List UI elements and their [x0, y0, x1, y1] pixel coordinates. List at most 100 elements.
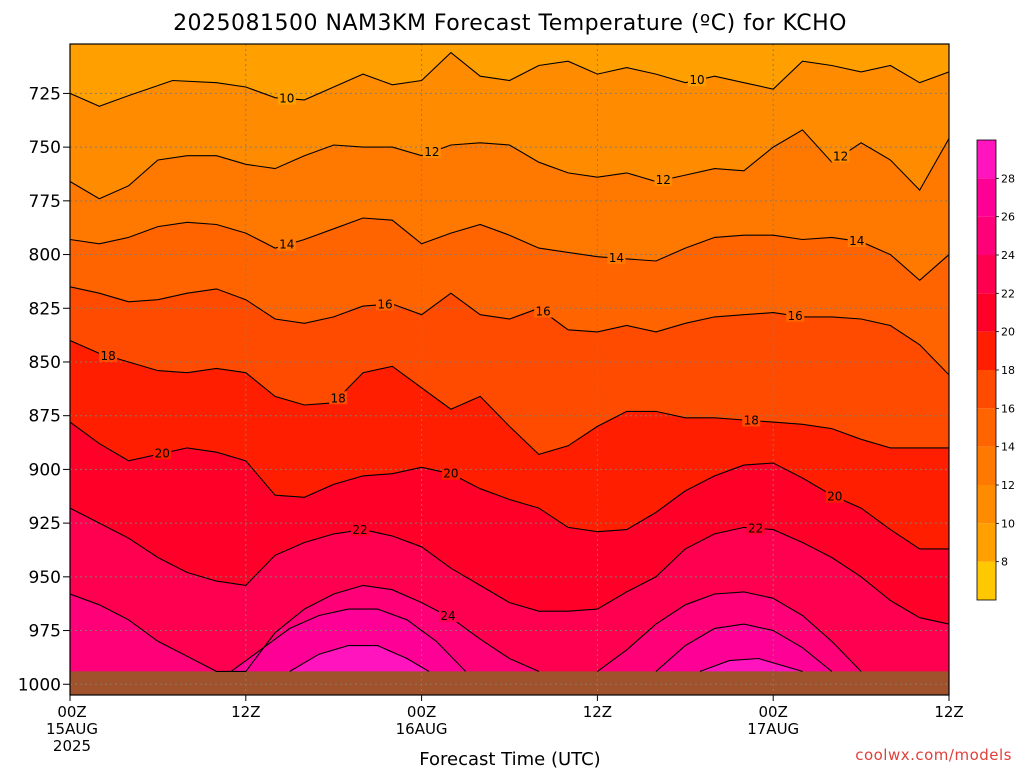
colorbar-swatch-10 [977, 485, 996, 524]
y-axis-ticks: 725 750 775 800 825 850 875 900 925 950 975 1000 [18, 84, 70, 695]
isotherm-label-20: 20 [155, 446, 170, 460]
isotherm-label-bg [153, 446, 172, 460]
isotherm-26-9 [230, 608, 466, 672]
isotherm-label-bg [654, 172, 673, 186]
isotherm-label-12: 12 [833, 149, 848, 163]
colorbar-swatch-16 [977, 370, 996, 409]
isotherm-label-16: 16 [536, 304, 551, 318]
y-tick-label-850: 850 [29, 353, 61, 373]
colorbar-swatch-14 [977, 408, 996, 447]
x-tick-label-h0-3: 2025 [53, 737, 91, 755]
isotherm-20-5 [70, 421, 949, 550]
isotherm-label-bg [831, 149, 850, 163]
y-tick-label-725: 725 [29, 84, 61, 104]
isotherm-10-0 [70, 51, 949, 107]
x-tick-label-h24-2: 16AUG [396, 720, 448, 738]
isotherm-label-16: 16 [377, 298, 392, 312]
y-tick-label-975: 975 [29, 622, 61, 642]
colorbar-tick-label-16: 16 [1001, 402, 1015, 415]
colorbar-tick-label-28: 28 [1001, 172, 1015, 185]
colorbar-swatch-8 [977, 523, 996, 562]
y-tick-label-750: 750 [29, 138, 61, 158]
x-tick-label-h0-2: 15AUG [46, 720, 98, 738]
x-axis-label: Forecast Time (UTC) [419, 749, 600, 768]
isotherm-label-24: 24 [440, 609, 455, 623]
isotherm-label-16: 16 [788, 309, 803, 323]
y-tick-label-900: 900 [29, 460, 61, 480]
isotherm-label-bg [422, 144, 441, 158]
y-tick-label-925: 925 [29, 514, 61, 534]
colorbar-tick-label-22: 22 [1001, 287, 1015, 300]
x-tick-label-h48-1: 00Z [759, 703, 788, 721]
isotherm-label-20: 20 [443, 467, 458, 481]
colorbar-swatch-22 [977, 255, 996, 294]
isotherm-28-12 [699, 657, 803, 672]
colorbar-swatch-20 [977, 293, 996, 332]
isotherm-label-bg [534, 304, 553, 318]
isotherm-labels: 10 10 12 12 12 14 14 14 16 16 16 18 18 18 20 20 20 22 22 24 [99, 73, 866, 623]
isotherm-label-14: 14 [609, 251, 624, 265]
isotherm-label-bg [351, 522, 370, 536]
y-tick-label-825: 825 [29, 299, 61, 319]
x-tick-label-h0-1: 00Z [57, 703, 86, 721]
isotherm-label-bg [847, 234, 866, 248]
x-tick-label-h24-1: 00Z [407, 703, 436, 721]
isotherm-label-bg [742, 413, 761, 427]
isotherm-label-18: 18 [744, 414, 759, 428]
isotherm-label-bg [825, 489, 844, 503]
y-tick-label-1000: 1000 [18, 675, 61, 695]
isotherm-label-bg [99, 348, 118, 362]
ground-layer [70, 671, 949, 695]
isotherm-label-bg [441, 466, 460, 480]
y-tick-label-875: 875 [29, 407, 61, 427]
colorbar-swatch-12 [977, 446, 996, 485]
isotherm-22-6 [70, 507, 949, 625]
isotherm-28-11 [289, 645, 430, 672]
colorbar-swatch-24 [977, 216, 996, 255]
colorbar-tick-label-24: 24 [1001, 249, 1015, 262]
isotherm-label-bg [688, 73, 707, 87]
credit-text: coolwx.com/models [855, 746, 1012, 764]
isotherm-12-1 [70, 129, 949, 200]
isotherm-label-bg [746, 521, 765, 535]
colorbar-tick-label-12: 12 [1001, 479, 1015, 492]
colorbar-tick-label-14: 14 [1001, 441, 1015, 454]
colorbar-swatch-28 [977, 140, 996, 179]
isotherm-label-22: 22 [352, 523, 367, 537]
isotherm-24-7 [70, 584, 540, 672]
isotherm-label-14: 14 [279, 238, 294, 252]
colorbar-tick-label-10: 10 [1001, 517, 1015, 530]
isotherm-label-bg [375, 297, 394, 311]
isotherm-label-bg [607, 251, 626, 265]
isotherm-label-18: 18 [100, 349, 115, 363]
isotherm-label-bg [277, 237, 296, 251]
colorbar: 8 10 12 14 16 18 20 22 24 26 28 [976, 139, 1015, 601]
isotherm-24-8 [597, 591, 862, 672]
isotherm-label-bg [329, 391, 348, 405]
colorbar-swatch-6 [977, 561, 996, 600]
y-tick-label-775: 775 [29, 192, 61, 212]
isotherm-label-14: 14 [849, 234, 864, 248]
isotherm-label-12: 12 [424, 145, 439, 159]
temperature-fill-bands [70, 44, 949, 695]
y-tick-label-950: 950 [29, 568, 61, 588]
isotherm-label-18: 18 [330, 391, 345, 405]
isotherm-label-10: 10 [689, 73, 704, 87]
colorbar-tick-label-18: 18 [1001, 364, 1015, 377]
isotherm-label-bg [277, 91, 296, 105]
grid-lines [70, 44, 949, 695]
colorbar-tick-label-20: 20 [1001, 326, 1015, 339]
isotherm-26-10 [655, 623, 833, 672]
isotherm-label-22: 22 [748, 521, 763, 535]
isotherm-label-20: 20 [827, 489, 842, 503]
isotherm-18-4 [70, 339, 949, 456]
chart-title: 2025081500 NAM3KM Forecast Temperature (… [173, 11, 847, 36]
x-tick-label-h36-1: 12Z [583, 703, 612, 721]
x-tick-label-h48-2: 17AUG [747, 720, 799, 738]
isotherm-label-10: 10 [279, 92, 294, 106]
x-tick-label-h60-1: 12Z [934, 703, 963, 721]
isotherm-label-bg [438, 609, 457, 623]
y-tick-label-800: 800 [29, 246, 61, 266]
colorbar-tick-label-26: 26 [1001, 211, 1015, 224]
